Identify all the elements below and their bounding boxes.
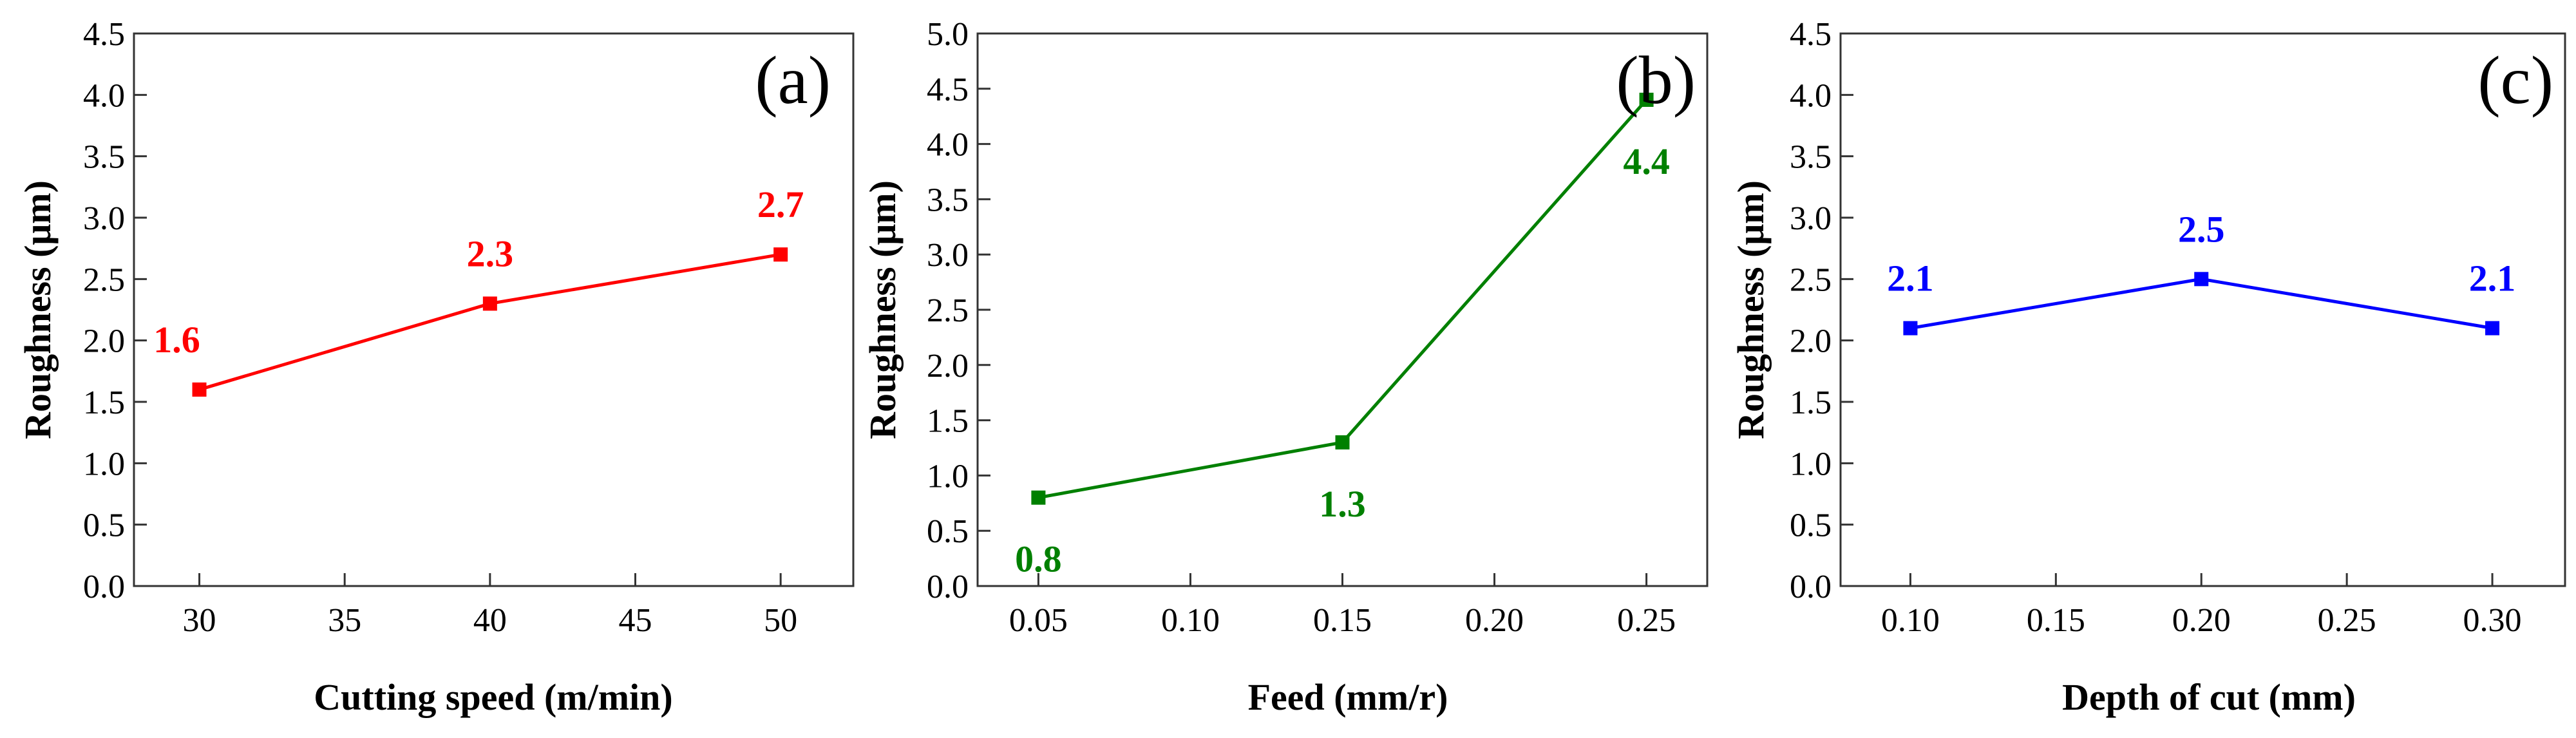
panel-b-x-tick-labels: 0.05 0.10 0.15 0.20 0.25 xyxy=(1009,602,1676,639)
panel-c-y-tick-label: 0.5 xyxy=(1790,507,1832,544)
panel-a-x-tick-label: 45 xyxy=(619,602,652,639)
panel-c-y-tick-label: 2.5 xyxy=(1790,261,1832,298)
panel-c-y-tick-label: 0.0 xyxy=(1790,569,1832,605)
panel-a-y-tick-label: 0.0 xyxy=(83,569,125,605)
panel-a-y-tick-label: 0.5 xyxy=(83,507,125,544)
panel-c-marker xyxy=(2485,321,2500,336)
panel-b-x-axis-title: Feed (mm/r) xyxy=(1248,676,1448,718)
panel-c-y-ticks xyxy=(1841,32,1853,587)
panel-c-x-tick-label: 0.25 xyxy=(2318,602,2376,639)
panel-b-y-tick-label: 5.0 xyxy=(927,16,969,53)
panel-b-y-tick-label: 4.0 xyxy=(927,127,969,164)
panel-c-x-tick-labels: 0.10 0.15 0.20 0.25 0.30 xyxy=(1881,602,2522,639)
panel-b-x-tick-label: 0.25 xyxy=(1617,602,1676,639)
panel-c-y-tick-label: 1.5 xyxy=(1790,384,1832,421)
panel-b-y-tick-label: 0.0 xyxy=(927,569,969,605)
panel-a-marker xyxy=(773,247,788,262)
panel-c-tag: (c) xyxy=(2477,43,2553,118)
panel-a-y-tick-label: 1.0 xyxy=(83,446,125,482)
panel-c-y-tick-label: 3.5 xyxy=(1790,139,1832,176)
panel-b-y-tick-label: 3.5 xyxy=(927,182,969,218)
panel-a-data-label: 2.7 xyxy=(757,184,804,225)
panel-b-y-axis-title: Roughness (μm) xyxy=(862,180,904,439)
panel-a-markers xyxy=(192,247,788,397)
panel-b-tag: (b) xyxy=(1616,43,1696,118)
panel-a-y-ticks xyxy=(134,32,147,587)
panel-c-x-tick-label: 0.30 xyxy=(2463,602,2522,639)
panel-c-series-line xyxy=(1910,277,2493,330)
panel-a-x-tick-label: 30 xyxy=(183,602,216,639)
panel-c-marker xyxy=(1903,321,1918,336)
panel-c-y-tick-label: 3.0 xyxy=(1790,200,1832,237)
panel-c-y-tick-label: 4.5 xyxy=(1790,16,1832,53)
panel-c-data-label: 2.1 xyxy=(2469,258,2516,299)
panel-b-markers xyxy=(1031,92,1654,505)
panel-b-y-tick-label: 2.5 xyxy=(927,292,969,329)
panel-a-y-tick-label: 4.0 xyxy=(83,77,125,114)
panel-a-y-tick-labels: 0.0 0.5 1.0 1.5 2.0 2.5 3.0 3.5 4.0 4.5 xyxy=(83,16,125,605)
panel-a-x-tick-label: 50 xyxy=(764,602,797,639)
panel-c-x-tick-label: 0.10 xyxy=(1881,602,1940,639)
panel-c-y-tick-label: 2.0 xyxy=(1790,323,1832,360)
panel-b-x-tick-label: 0.15 xyxy=(1313,602,1372,639)
panel-b-marker xyxy=(1031,490,1046,505)
panel-a-data-label: 2.3 xyxy=(467,232,514,274)
panel-c-y-tick-labels: 0.0 0.5 1.0 1.5 2.0 2.5 3.0 3.5 4.0 4.5 xyxy=(1790,16,1832,605)
panel-c-plot-frame xyxy=(1839,32,2566,587)
panel-c: 0.10 0.15 0.20 0.25 0.30 0.0 0.5 1.0 1.5 2.0 2.5 3… xyxy=(1730,16,2566,718)
panel-a-series-line xyxy=(198,252,781,392)
panel-c-y-tick-label: 4.0 xyxy=(1790,77,1832,114)
panel-c-markers xyxy=(1903,272,2500,336)
panel-a-x-axis-title: Cutting speed (m/min) xyxy=(314,676,672,718)
panel-c-data-label: 2.5 xyxy=(2178,208,2225,250)
panel-b-y-tick-label: 1.5 xyxy=(927,403,969,440)
panel-b-x-tick-label: 0.10 xyxy=(1161,602,1220,639)
panel-a-y-tick-label: 4.5 xyxy=(83,16,125,53)
panel-c-x-tick-label: 0.20 xyxy=(2172,602,2231,639)
panel-a-data-label: 1.6 xyxy=(153,319,200,361)
panel-b-y-tick-label: 4.5 xyxy=(927,71,969,108)
panel-a-tag: (a) xyxy=(755,43,831,118)
panel-b-y-tick-label: 0.5 xyxy=(927,513,969,550)
panel-c-x-ticks xyxy=(1909,573,2494,586)
panel-c-data-labels: 2.1 2.5 2.1 xyxy=(1887,208,2515,299)
panel-b-data-labels: 0.8 1.3 4.4 xyxy=(1015,140,1670,580)
panel-a-y-tick-label: 1.5 xyxy=(83,384,125,421)
panel-c-y-tick-label: 1.0 xyxy=(1790,446,1832,482)
panel-b-y-tick-label: 3.0 xyxy=(927,237,969,274)
panel-b-data-label: 1.3 xyxy=(1319,483,1366,525)
panel-a-x-ticks xyxy=(198,573,782,586)
panel-a-y-tick-label: 2.0 xyxy=(83,323,125,360)
panel-c-marker xyxy=(2194,272,2209,287)
panel-b-data-label: 0.8 xyxy=(1015,538,1062,580)
panel-b-y-tick-label: 2.0 xyxy=(927,348,969,384)
panel-a-plot-frame xyxy=(133,32,855,587)
panel-a-x-tick-labels: 30 35 40 45 50 xyxy=(183,602,798,639)
panel-a: 30 35 40 45 50 0.0 0.5 1.0 1.5 2.0 2.5 3.0 3.5 4.0 4.… xyxy=(17,16,855,718)
panel-a-y-tick-label: 3.5 xyxy=(83,139,125,176)
panel-b-data-label: 4.4 xyxy=(1623,140,1670,182)
panel-b-y-ticks xyxy=(978,32,990,587)
panel-a-x-tick-label: 40 xyxy=(473,602,507,639)
panel-a-y-tick-label: 3.0 xyxy=(83,200,125,237)
panel-a-y-tick-label: 2.5 xyxy=(83,261,125,298)
panel-a-marker xyxy=(482,296,497,311)
panel-c-x-axis-title: Depth of cut (mm) xyxy=(2062,676,2356,718)
panel-a-y-axis-title: Roughness (μm) xyxy=(17,180,59,439)
panel-b-y-tick-label: 1.0 xyxy=(927,458,969,495)
panel-b-y-tick-labels: 0.0 0.5 1.0 1.5 2.0 2.5 3.0 3.5 4.0 4.5 5.0 xyxy=(927,16,969,605)
panel-b-x-tick-label: 0.05 xyxy=(1009,602,1068,639)
panel-b-marker xyxy=(1639,92,1654,107)
panel-b-x-tick-label: 0.20 xyxy=(1465,602,1524,639)
panel-b: 0.05 0.10 0.15 0.20 0.25 0.0 0.5 1.0 1.5 2.0 2.5 3… xyxy=(862,16,1709,718)
panel-a-x-tick-label: 35 xyxy=(328,602,361,639)
panel-c-x-tick-label: 0.15 xyxy=(2027,602,2085,639)
panel-a-data-labels: 1.6 2.3 2.7 xyxy=(153,184,804,361)
panel-b-x-ticks xyxy=(1037,573,1648,586)
panel-a-marker xyxy=(192,382,207,397)
panel-b-marker xyxy=(1335,435,1350,449)
panel-c-data-label: 2.1 xyxy=(1887,258,1934,299)
panel-c-y-axis-title: Roughness (μm) xyxy=(1730,180,1772,439)
